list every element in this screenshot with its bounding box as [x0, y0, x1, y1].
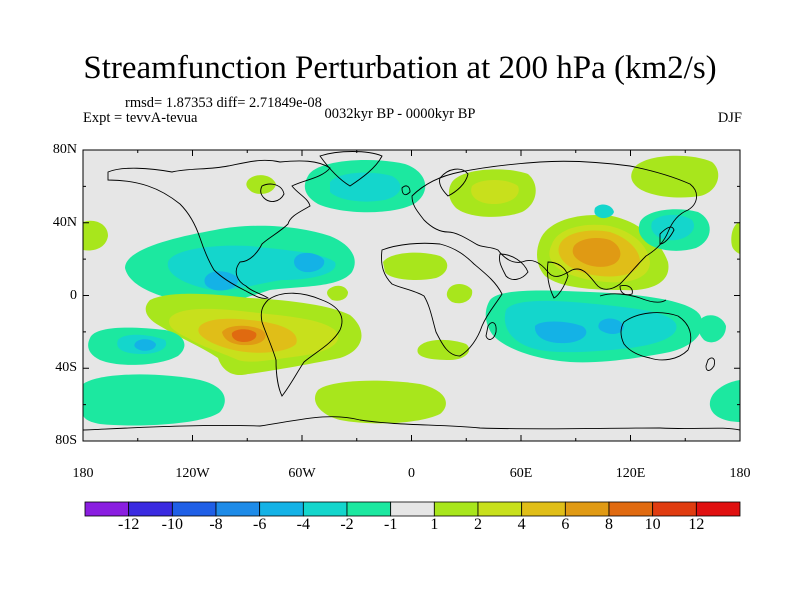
x-tick-label: 0	[408, 466, 415, 481]
colorbar-swatch	[564, 501, 610, 517]
coastlines	[83, 151, 740, 431]
contour-positive-tropical-atlantic	[383, 252, 448, 280]
coast-australia	[620, 312, 692, 361]
colorbar-swatch	[695, 501, 741, 517]
colorbar-swatch	[608, 501, 654, 517]
coast-hudson-bay	[260, 183, 285, 202]
contour-positive-west-pacific	[83, 220, 108, 251]
colorbar-label: 8	[605, 516, 613, 533]
contour-negative-mexico	[204, 271, 239, 291]
y-tick-label: 40N	[52, 214, 77, 230]
contour-negative-indian-ocean-core-2	[598, 318, 624, 334]
axis-ticks	[82, 149, 741, 442]
colorbar-swatch	[652, 501, 697, 517]
colorbar	[84, 501, 741, 517]
contour-positive-tropical-atlantic-3	[327, 285, 348, 301]
x-tick-label: 60E	[509, 466, 533, 481]
coast-borneo	[619, 285, 633, 296]
stats-label: rmsd= 1.87353 diff= 2.71849e-08	[125, 95, 322, 111]
contour-negative-south-pacific-core	[134, 339, 156, 351]
colorbar-swatch	[171, 501, 217, 517]
colorbar-swatch	[128, 501, 173, 517]
contour-fields	[83, 155, 740, 426]
colorbar-swatch	[84, 501, 130, 517]
coast-greenland	[319, 151, 383, 187]
colorbar-label: 1	[430, 516, 439, 533]
contour-positive-north-pacific	[631, 155, 719, 198]
colorbar-label: 12	[688, 516, 705, 533]
period-label: 0032kyr BP - 0000kyr BP	[324, 106, 476, 122]
colorbar-label: -10	[161, 516, 183, 533]
contour-positive-north-america	[246, 175, 276, 194]
colorbar-swatch	[215, 501, 261, 517]
y-tick-label: 80S	[55, 433, 77, 448]
contour-positive-europe-inner	[471, 180, 519, 204]
colorbar-label: -8	[209, 516, 223, 533]
colorbar-label: -12	[117, 516, 140, 533]
colorbar-label: -6	[252, 516, 267, 533]
coast-antarctica	[83, 416, 740, 431]
contour-negative-southern-ocean-west	[83, 374, 225, 426]
colorbar-swatch	[521, 501, 566, 517]
coast-india	[547, 261, 569, 299]
coast-africa	[381, 242, 503, 357]
x-tick-label: 180	[729, 466, 751, 481]
coast-japan	[659, 226, 675, 245]
coast-arabia	[499, 253, 529, 280]
coast-eurasia	[411, 160, 697, 290]
coast-uk	[401, 185, 411, 196]
colorbar-label: -1	[383, 516, 398, 533]
y-tick-label: 80N	[52, 142, 77, 157]
colorbar-swatch	[433, 501, 479, 517]
coast-madagascar	[485, 322, 497, 340]
contour-positive-south-atlantic	[314, 380, 446, 424]
coast-indonesia	[599, 293, 667, 303]
colorbar-swatch	[477, 501, 523, 517]
contour-positive-asia-core	[572, 238, 621, 267]
contour-negative-north-atlantic-inner	[330, 172, 401, 202]
colorbar-swatch	[346, 501, 392, 517]
season-label: DJF	[717, 110, 742, 126]
contour-negative-indian-ocean-core	[534, 321, 587, 344]
contour-negative-tropical-atlantic-core	[294, 252, 325, 273]
x-tick-label: 120E	[615, 466, 646, 481]
contour-negative-southern-ocean-east	[709, 380, 740, 422]
coast-new-zealand	[705, 357, 715, 371]
colorbar-swatch	[302, 501, 348, 517]
colorbar-swatch	[259, 501, 304, 517]
x-tick-label: 120W	[175, 466, 210, 481]
map-title: Streamfunction Perturbation at 200 hPa (…	[83, 50, 717, 86]
contour-positive-south-atlantic-small	[417, 339, 470, 360]
colorbar-label: 4	[517, 516, 526, 533]
coast-north-america	[107, 159, 331, 299]
x-tick-label: 60W	[288, 466, 316, 481]
y-tick-label: 0	[70, 287, 77, 303]
coast-scandinavia	[439, 168, 469, 197]
experiment-label: Expt = tevvA-tevua	[83, 110, 198, 126]
colorbar-label: 2	[474, 516, 482, 533]
y-tick-label: 40S	[55, 360, 77, 376]
contour-positive-south-pacific-max	[231, 329, 257, 342]
coast-south-america	[260, 292, 343, 397]
contour-negative-west-australia	[698, 315, 726, 343]
contour-positive-tropical-atlantic-2	[446, 284, 473, 304]
x-tick-label: 180	[72, 466, 94, 481]
colorbar-label: 10	[644, 516, 661, 533]
contour-positive-east-edge	[731, 222, 740, 254]
colorbar-swatch	[390, 501, 435, 517]
colorbar-label: 6	[561, 516, 570, 533]
colorbar-label: -4	[296, 516, 310, 533]
colorbar-label: -2	[340, 516, 354, 533]
contour-negative-north-asia	[594, 204, 614, 219]
